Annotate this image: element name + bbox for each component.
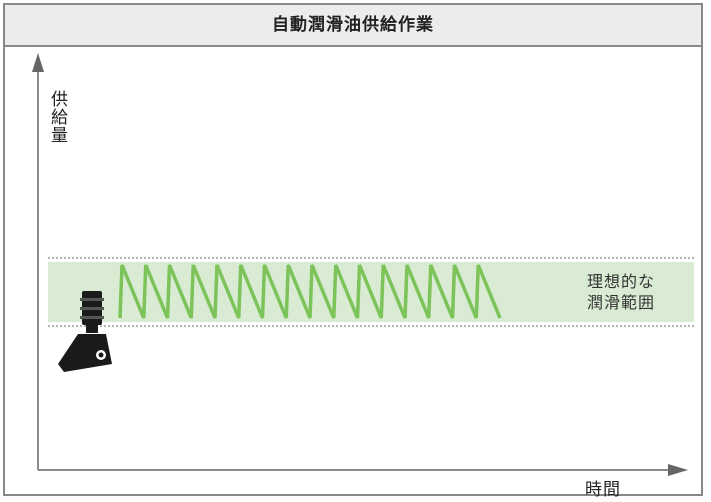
- diagram-title: 自動潤滑油供給作業: [272, 15, 434, 35]
- y-axis-arrow: [32, 53, 44, 72]
- title-bar: 自動潤滑油供給作業: [5, 5, 701, 47]
- y-axis-label: 供給量: [47, 90, 67, 144]
- x-axis-label: 時間: [585, 480, 621, 500]
- lubricator-icon: [58, 291, 112, 372]
- diagram-frame: 自動潤滑油供給作業: [3, 3, 703, 496]
- supply-zigzag-line: [118, 264, 502, 319]
- range-label-line1: 理想的な: [587, 272, 656, 291]
- range-label-line2: 潤滑範囲: [587, 293, 656, 312]
- ideal-range-label: 理想的な 潤滑範囲: [587, 271, 655, 313]
- x-axis-arrow: [668, 464, 688, 476]
